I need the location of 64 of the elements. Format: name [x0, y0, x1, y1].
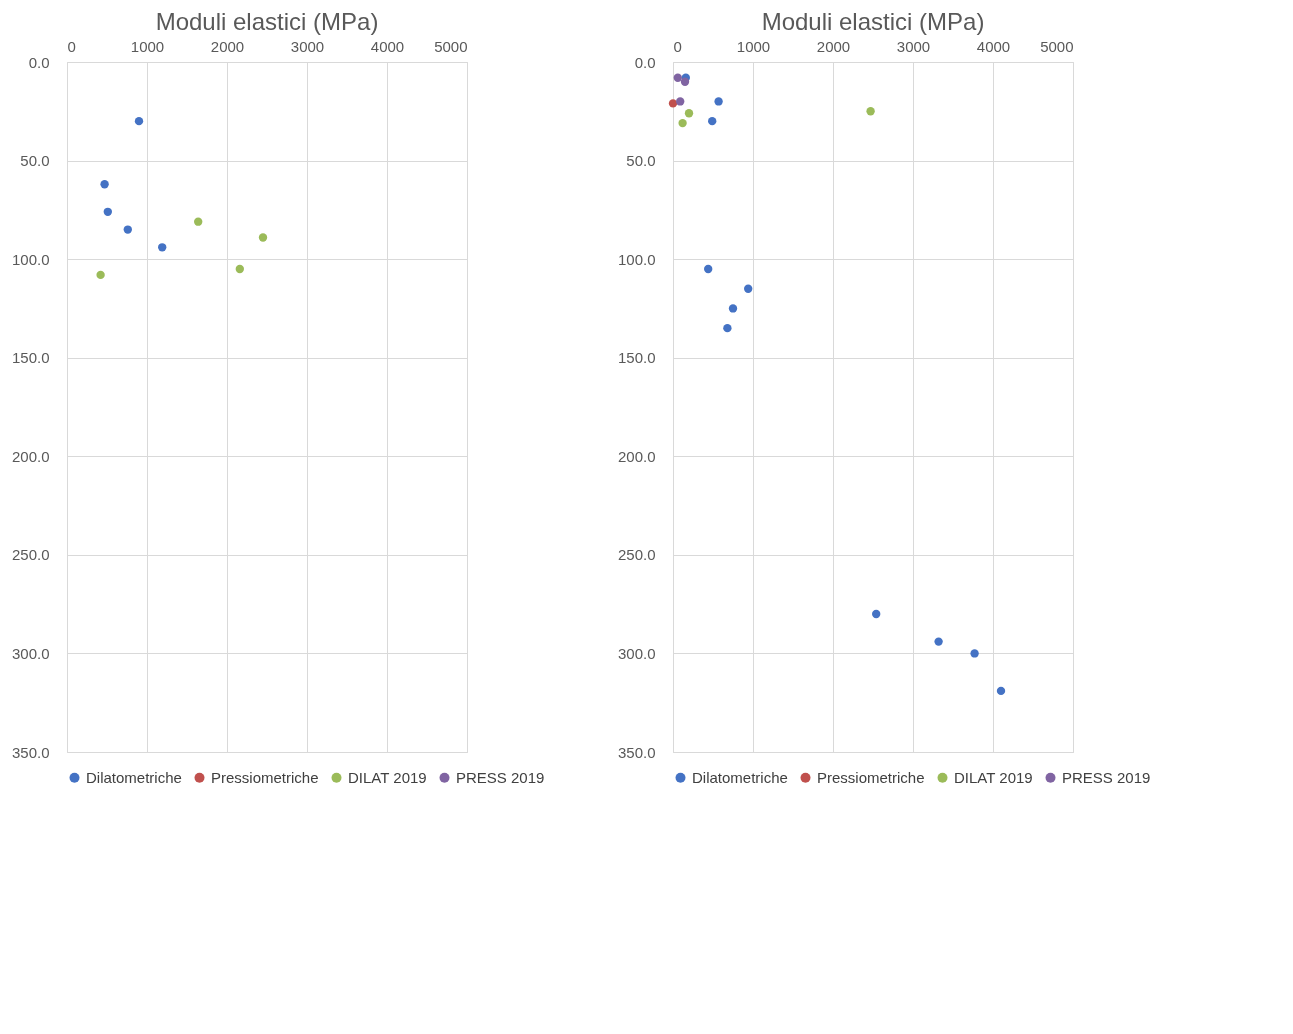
legend-label: PRESS 2019	[1062, 768, 1151, 786]
legend-label: PRESS 2019	[456, 768, 545, 786]
chart-title: Moduli elastici (MPa)	[761, 8, 985, 35]
point	[934, 637, 943, 646]
y-tick-label: 150.0	[617, 349, 656, 367]
x-tick-label: 4000	[370, 37, 405, 55]
x-tick-label: 0	[673, 37, 682, 55]
point	[996, 686, 1006, 696]
legend-label: Pressiometriche	[211, 768, 319, 786]
point	[103, 207, 112, 216]
y-tick-label: 300.0	[617, 644, 656, 662]
x-tick-label: 1000	[130, 37, 165, 55]
point	[194, 217, 203, 226]
point	[866, 107, 875, 116]
y-tick-label: 50.0	[20, 152, 50, 170]
legend-label: Pressiometriche	[817, 768, 925, 786]
y-tick-label: 0.0	[634, 53, 656, 71]
point	[258, 233, 268, 242]
point	[676, 97, 685, 106]
y-tick-label: 250.0	[617, 546, 656, 564]
x-tick-label: 2000	[210, 37, 245, 55]
x-tick-label: 5000	[1040, 37, 1074, 55]
point	[673, 73, 682, 82]
y-tick-label: 200.0	[617, 447, 656, 465]
x-tick-label: 2000	[816, 37, 851, 55]
point	[96, 270, 105, 280]
legend-label: DILAT 2019	[954, 768, 1033, 786]
point	[680, 77, 690, 86]
point	[704, 264, 713, 274]
legend-label: DILAT 2019	[348, 768, 427, 786]
y-tick-label: 250.0	[11, 546, 50, 564]
x-tick-label: 0	[67, 37, 76, 55]
y-tick-label: 350.0	[617, 743, 656, 761]
y-tick-label: 0.0	[28, 53, 50, 71]
chart-title: Moduli elastici (MPa)	[155, 8, 379, 35]
point	[158, 243, 167, 252]
point	[100, 180, 109, 189]
y-tick-label: 300.0	[11, 644, 50, 662]
point	[744, 284, 753, 293]
point	[714, 97, 723, 106]
x-tick-label: 5000	[434, 37, 468, 55]
x-tick-label: 3000	[290, 37, 325, 55]
point	[872, 609, 881, 619]
point	[668, 99, 678, 108]
y-tick-label: 100.0	[11, 250, 50, 268]
y-tick-label: 100.0	[617, 250, 656, 268]
x-tick-label: 4000	[976, 37, 1011, 55]
point	[970, 649, 979, 658]
y-tick-label: 150.0	[11, 349, 50, 367]
point	[728, 304, 738, 313]
legend-label: Dilatometriche	[692, 768, 788, 786]
point	[708, 116, 717, 126]
point	[235, 264, 244, 274]
x-tick-label: 1000	[736, 37, 771, 55]
x-tick-label: 3000	[896, 37, 931, 55]
point	[723, 323, 732, 333]
y-tick-label: 350.0	[11, 743, 50, 761]
point	[684, 109, 694, 118]
y-tick-label: 200.0	[11, 447, 50, 465]
point	[678, 118, 687, 128]
point	[134, 116, 144, 126]
legend-label: Dilatometriche	[86, 768, 182, 786]
point	[123, 225, 132, 234]
y-tick-label: 50.0	[626, 152, 656, 170]
